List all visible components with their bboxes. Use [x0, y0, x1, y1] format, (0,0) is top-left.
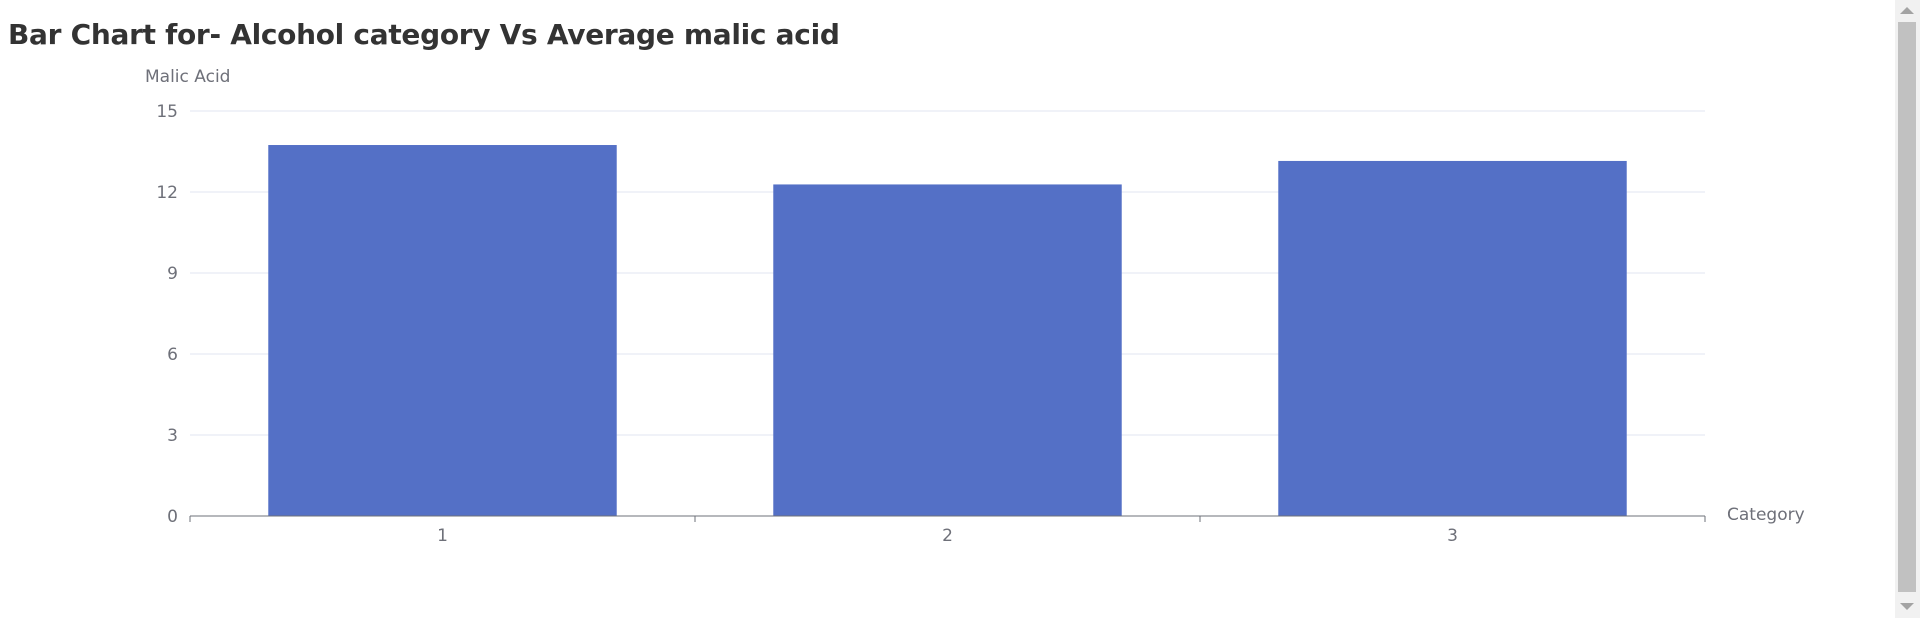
bars [268, 145, 1627, 516]
bar [268, 145, 617, 516]
y-tick-label: 6 [167, 345, 178, 365]
y-axis-title: Malic Acid [145, 67, 230, 87]
x-tick-label: 1 [437, 526, 448, 546]
x-axis-title: Category [1727, 505, 1805, 525]
y-tick-label: 3 [167, 426, 178, 446]
scrollbar-thumb[interactable] [1898, 22, 1916, 592]
y-tick-label: 0 [167, 507, 178, 527]
y-tick-label: 12 [156, 183, 178, 203]
x-tick-label: 3 [1447, 526, 1458, 546]
x-tick-labels: 1 2 3 [437, 526, 1458, 546]
y-tick-labels: 0 3 6 9 12 15 [156, 102, 178, 527]
bar [773, 184, 1122, 516]
y-tick-label: 15 [156, 102, 178, 122]
y-tick-label: 9 [167, 264, 178, 284]
x-axis [189, 515, 1706, 522]
bar [1278, 160, 1627, 516]
x-tick-label: 2 [942, 526, 953, 546]
scroll-down-arrow-icon[interactable] [1900, 603, 1914, 610]
scroll-up-arrow-icon[interactable] [1900, 7, 1914, 14]
chart-title: Bar Chart for- Alcohol category Vs Avera… [8, 18, 840, 51]
vertical-scrollbar[interactable] [1895, 0, 1920, 618]
